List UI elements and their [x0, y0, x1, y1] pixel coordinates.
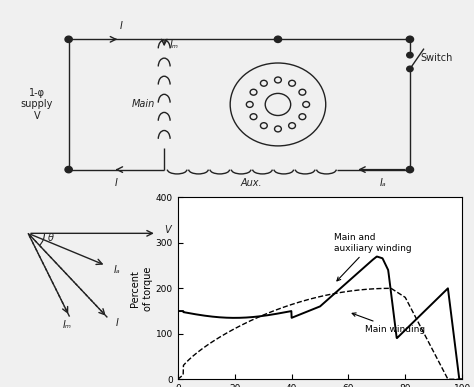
- Text: I: I: [115, 178, 118, 188]
- Circle shape: [406, 36, 413, 43]
- Text: Iₐ: Iₐ: [379, 178, 386, 188]
- Circle shape: [407, 52, 413, 58]
- Text: 1-φ
supply
V: 1-φ supply V: [20, 88, 53, 121]
- Text: Iₘ: Iₘ: [63, 320, 72, 330]
- Text: Switch: Switch: [420, 53, 452, 63]
- Text: θ: θ: [48, 233, 54, 243]
- Text: Aux.: Aux.: [241, 178, 263, 188]
- Circle shape: [65, 166, 72, 173]
- Y-axis label: Percent
of torque: Percent of torque: [130, 266, 153, 310]
- Circle shape: [274, 36, 282, 43]
- Text: V: V: [164, 225, 171, 235]
- Text: Iₐ: Iₐ: [113, 265, 120, 276]
- Text: I: I: [119, 21, 122, 31]
- Text: Main: Main: [132, 99, 155, 110]
- Text: Main and
auxiliary winding: Main and auxiliary winding: [334, 233, 412, 281]
- Circle shape: [407, 66, 413, 72]
- Text: Iₘ: Iₘ: [170, 40, 179, 50]
- Circle shape: [406, 166, 413, 173]
- Text: Main winding: Main winding: [352, 313, 426, 334]
- Circle shape: [65, 36, 72, 43]
- Text: I: I: [116, 318, 118, 328]
